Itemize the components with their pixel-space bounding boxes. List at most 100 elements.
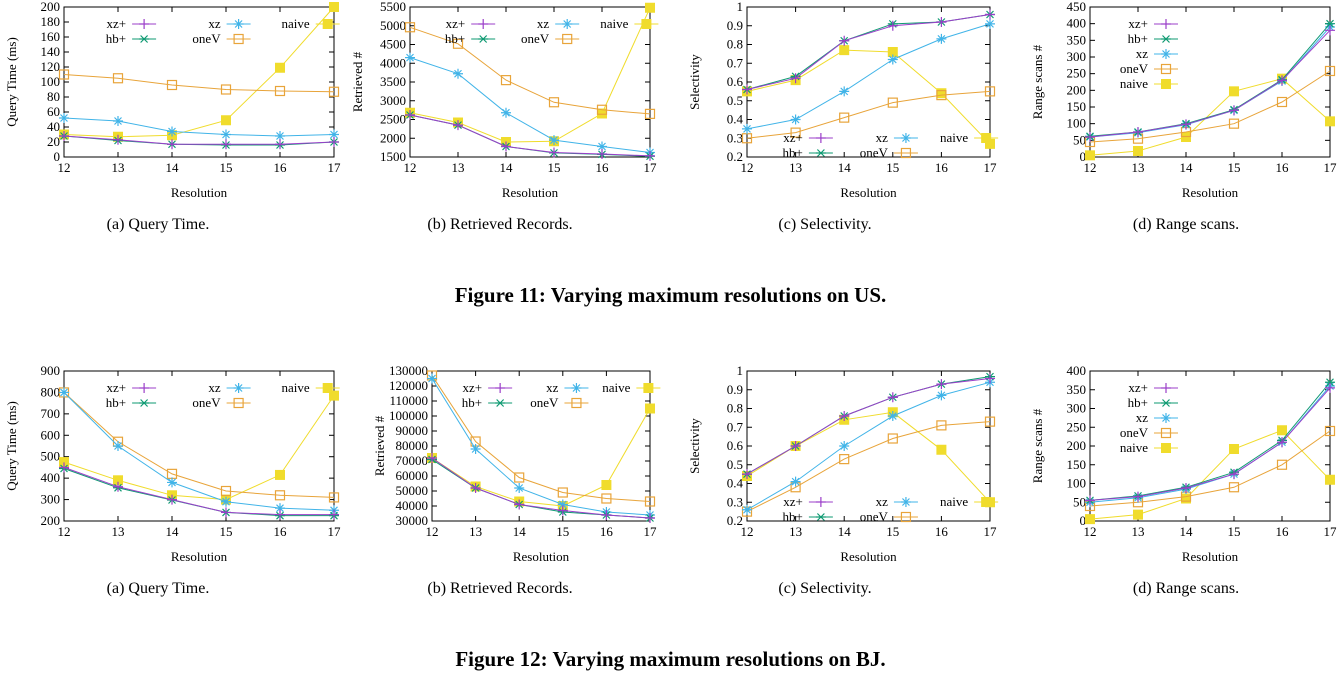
x-tick-label: 13 [1132,524,1145,539]
series-oneV [1084,425,1336,512]
x-axis-label: Resolution [840,185,897,200]
open-square-marker [166,79,178,91]
filled-square-marker [641,19,652,29]
y-tick-label: 250 [1067,66,1087,81]
open-square-marker [514,472,525,483]
x-tick-label: 17 [644,524,658,539]
x-tick-label: 12 [1084,160,1097,175]
legend-label: xz+ [106,16,126,31]
filled-square-marker [887,47,898,57]
y-tick-label: 60000 [396,468,429,483]
filled-square-marker [597,108,607,119]
series-line [746,49,991,145]
plus-marker [329,137,339,147]
plus-marker [1277,75,1287,86]
filled-square-marker [1085,514,1095,525]
open-square-marker [984,86,996,97]
series-line [63,74,335,93]
plus-marker [1085,132,1095,142]
series-xz-plus [742,9,995,95]
x-tick-label: 15 [1228,160,1241,175]
asterisk-marker [514,483,525,493]
asterisk-marker [501,107,511,118]
legend-label: hb+ [106,395,126,410]
y-tick-label: 160 [41,29,61,44]
legend-label: oneV [860,509,889,524]
asterisk-marker [900,497,911,507]
open-square-marker [887,97,898,108]
open-square-marker [328,492,340,503]
y-tick-label: 4000 [380,55,406,70]
y-tick-label: 80 [47,89,60,104]
figure-11-caption-b: (b) Retrieved Records. [427,216,573,233]
plus-marker [470,483,481,493]
asterisk-marker [167,126,177,137]
asterisk-marker [936,33,947,44]
series-line [431,408,651,507]
filled-square-marker [1161,79,1171,89]
star-marker [815,149,826,157]
legend-label: hb+ [1128,31,1148,46]
plus-marker [985,9,995,20]
filled-square-marker [1161,443,1171,453]
y-tick-label: 40000 [396,498,429,513]
y-axis-label: Retrieved # [350,51,365,112]
plus-marker [405,110,415,120]
legend-label: hb+ [783,145,803,160]
y-tick-label: 100000 [389,408,428,423]
y-axis-label: Query Time (ms) [4,37,19,127]
filled-square-marker [645,2,655,13]
x-axis-label: Resolution [171,549,228,564]
plus-marker [815,133,826,143]
y-tick-label: 5500 [380,0,406,14]
legend-label: xz [537,16,550,31]
filled-square-marker [1133,509,1143,520]
plus-marker [501,141,511,152]
y-axis-label: Range scans # [1030,44,1045,119]
y-tick-label: 400 [1067,16,1087,31]
x-tick-label: 16 [1276,160,1290,175]
legend-label: xz [208,380,221,395]
plus-marker [59,462,69,473]
open-square-marker [58,69,70,80]
series-line [1089,387,1331,501]
x-tick-label: 17 [328,160,342,175]
x-tick-label: 14 [1180,160,1194,175]
plus-marker [985,373,995,384]
open-square-marker [887,433,898,444]
legend-label: hb+ [462,395,482,410]
plus-marker [1133,491,1143,502]
series-line [63,117,335,137]
plus-marker [839,35,850,46]
series-xz-plus [1085,25,1335,142]
plus-marker [887,20,898,31]
series-oneV [58,69,340,97]
y-tick-label: 120000 [389,378,428,393]
y-tick-label: 450 [1067,0,1087,14]
open-square-marker [562,33,573,45]
series-xz-plus [59,462,339,520]
plot-frame [1089,6,1331,158]
open-square-marker [839,112,850,123]
y-tick-label: 50 [1073,132,1086,147]
y-tick-label: 400 [1067,363,1087,378]
y-axis-label: Selectivity [687,418,702,474]
filled-square-marker [329,390,339,401]
x-tick-label: 14 [838,160,852,175]
x-tick-label: 17 [328,524,342,539]
x-tick-label: 12 [741,160,754,175]
plus-marker [601,510,612,520]
plus-marker [936,17,947,27]
y-tick-label: 70000 [396,453,429,468]
plus-marker [329,509,339,520]
x-tick-label: 15 [886,524,899,539]
legend-label: naive [282,380,310,395]
y-tick-label: 1 [737,0,744,14]
x-axis-label: Resolution [1182,549,1239,564]
series-line [431,457,651,519]
series-xz-plus [405,110,655,161]
series-hb-plus [742,372,995,479]
legend-label: oneV [521,31,550,46]
